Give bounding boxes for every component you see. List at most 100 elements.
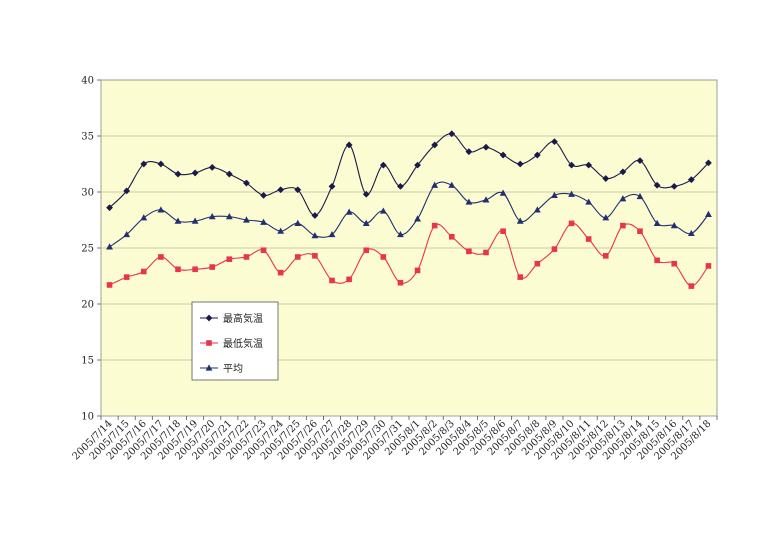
data-point bbox=[294, 219, 302, 226]
data-point bbox=[277, 227, 285, 234]
data-point bbox=[397, 230, 404, 238]
data-point bbox=[414, 267, 421, 274]
data-point bbox=[363, 247, 370, 254]
data-point bbox=[431, 222, 438, 229]
data-point bbox=[500, 228, 506, 234]
y-tick-label: 10 bbox=[81, 412, 94, 423]
data-point bbox=[568, 220, 575, 227]
data-point bbox=[585, 236, 592, 242]
data-point bbox=[140, 160, 148, 168]
data-point bbox=[602, 253, 609, 259]
data-point bbox=[208, 163, 216, 171]
legend-label: 最高気温 bbox=[223, 312, 263, 325]
data-point bbox=[260, 247, 267, 254]
data-point bbox=[380, 254, 387, 260]
y-tick-label: 20 bbox=[81, 300, 94, 311]
data-point bbox=[687, 229, 695, 237]
data-point bbox=[397, 183, 404, 190]
data-point bbox=[158, 254, 164, 260]
data-point bbox=[346, 276, 352, 283]
series-1 bbox=[106, 130, 712, 219]
data-point bbox=[191, 169, 199, 177]
y-tick-label: 40 bbox=[81, 76, 94, 87]
data-point bbox=[260, 218, 267, 225]
y-tick-label: 25 bbox=[81, 244, 94, 255]
data-point bbox=[619, 168, 627, 176]
data-point bbox=[243, 216, 250, 223]
data-point bbox=[636, 157, 644, 165]
legend-item: 最高気温 bbox=[200, 312, 263, 325]
data-point bbox=[705, 159, 712, 167]
series bbox=[106, 130, 712, 289]
data-point bbox=[670, 183, 678, 190]
data-point bbox=[516, 217, 524, 224]
data-point bbox=[175, 266, 181, 273]
legend-label: 最低気温 bbox=[223, 337, 263, 350]
data-point bbox=[636, 192, 644, 200]
data-point bbox=[448, 130, 456, 138]
data-point bbox=[414, 215, 421, 222]
y-tick-label: 15 bbox=[81, 356, 94, 367]
data-point bbox=[671, 260, 678, 267]
data-point bbox=[277, 186, 285, 194]
legend-marker bbox=[205, 314, 213, 322]
data-point bbox=[379, 161, 387, 169]
data-point bbox=[517, 274, 524, 280]
legend-label: 平均 bbox=[223, 363, 243, 375]
x-axis-ticks: 2005/7/142005/7/152005/7/162005/7/172005… bbox=[71, 416, 718, 462]
data-point bbox=[312, 253, 318, 259]
data-point bbox=[209, 264, 216, 270]
data-point bbox=[123, 274, 130, 280]
series-2 bbox=[106, 220, 712, 289]
data-point bbox=[243, 179, 250, 187]
data-point bbox=[174, 217, 182, 224]
data-point bbox=[533, 206, 541, 213]
y-tick-label: 30 bbox=[81, 188, 94, 199]
data-point bbox=[705, 263, 712, 269]
data-point bbox=[705, 210, 712, 217]
data-point bbox=[106, 243, 113, 250]
data-point bbox=[653, 219, 661, 226]
data-point bbox=[174, 170, 182, 178]
data-point bbox=[397, 279, 404, 286]
data-point bbox=[516, 160, 524, 168]
data-point bbox=[654, 257, 660, 264]
data-point bbox=[585, 161, 593, 169]
data-point bbox=[482, 143, 490, 151]
data-point bbox=[688, 283, 695, 289]
data-point bbox=[106, 204, 113, 212]
data-point bbox=[483, 249, 489, 256]
data-point bbox=[294, 186, 302, 194]
data-point bbox=[551, 191, 558, 198]
legend-marker bbox=[206, 340, 212, 346]
data-point bbox=[260, 191, 267, 199]
legend-marker bbox=[205, 364, 213, 371]
series-3 bbox=[106, 181, 712, 250]
data-point bbox=[465, 148, 473, 156]
data-point bbox=[585, 198, 593, 205]
data-point bbox=[687, 176, 695, 184]
data-point bbox=[345, 141, 353, 149]
data-point bbox=[637, 228, 643, 234]
data-point bbox=[123, 230, 131, 238]
data-point bbox=[431, 181, 439, 188]
data-point bbox=[379, 207, 387, 214]
data-point bbox=[311, 212, 319, 219]
data-point bbox=[499, 151, 507, 159]
data-point bbox=[499, 189, 507, 196]
legend-item: 最低気温 bbox=[200, 337, 263, 350]
data-point bbox=[140, 214, 148, 221]
data-point bbox=[345, 208, 353, 215]
data-point bbox=[533, 151, 541, 159]
data-point bbox=[551, 246, 558, 252]
data-point bbox=[191, 217, 199, 224]
data-point bbox=[208, 213, 216, 220]
data-point bbox=[670, 222, 678, 229]
y-tick-label: 35 bbox=[81, 132, 94, 143]
data-point bbox=[448, 181, 456, 188]
data-point bbox=[568, 190, 575, 197]
data-point bbox=[466, 248, 472, 255]
data-point bbox=[620, 222, 626, 229]
data-point bbox=[534, 260, 541, 267]
